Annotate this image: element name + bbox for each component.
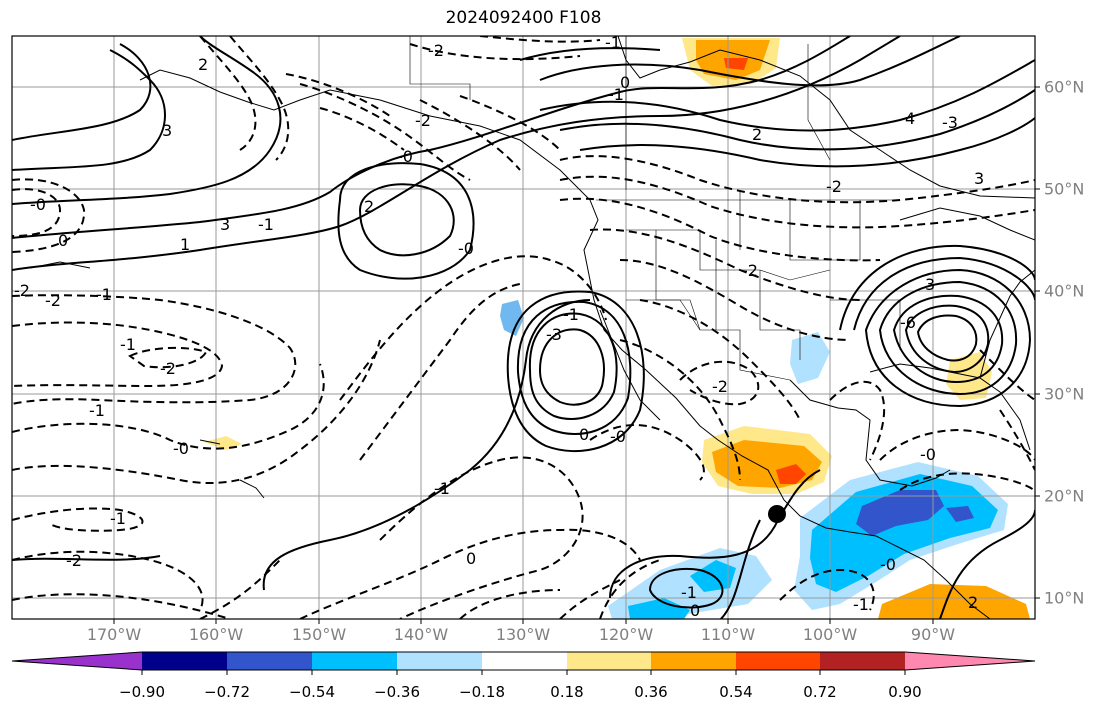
lat-label: 20°N xyxy=(1044,486,1085,506)
colorbar-tick-label: 0.90 xyxy=(888,683,922,701)
contour-label: -0 xyxy=(173,439,189,458)
colorbar-swatch xyxy=(312,652,397,670)
contour-label: -3 xyxy=(546,325,562,344)
dashed-contours xyxy=(12,36,1035,619)
colorbar-swatch xyxy=(397,652,482,670)
shade-positive-south-core xyxy=(888,590,1014,619)
colorbar xyxy=(11,651,1036,675)
contour-label: -1 xyxy=(853,595,869,614)
contour-label: -1 xyxy=(258,215,274,234)
colorbar-swatch xyxy=(905,652,1035,670)
shade-strong-positive-alaska xyxy=(724,58,748,70)
contour-label: -1 xyxy=(605,33,621,52)
contour-label: 2 xyxy=(198,55,208,74)
contour-label: -2 xyxy=(160,359,176,378)
lon-label: 170°W xyxy=(86,625,142,644)
contour-label: -0 xyxy=(397,147,413,166)
contour-label: -1 xyxy=(608,85,624,104)
contour-label: -0 xyxy=(610,427,626,446)
contour-label: 2 xyxy=(752,125,762,144)
colorbar-swatch xyxy=(227,652,312,670)
contour-label: 2 xyxy=(364,197,374,216)
colorbar-swatch xyxy=(482,652,567,670)
lat-label: 40°N xyxy=(1044,281,1085,301)
contour-label: -1 xyxy=(110,509,126,528)
lon-label: 130°W xyxy=(495,625,551,644)
colorbar-tick-label: −0.54 xyxy=(289,683,335,701)
map-title: 2024092400 F108 xyxy=(445,8,602,28)
colorbar-tick-label: −0.72 xyxy=(204,683,250,701)
colorbar-swatch xyxy=(567,652,651,670)
contour-labels: -1 -1 0 -2 -2 -0 0 -1 -0 -2 1 3 2 -1 -2 … xyxy=(14,33,984,620)
contour-label: 1 xyxy=(180,235,190,254)
contour-label: 0 xyxy=(690,601,700,620)
colorbar-swatch xyxy=(820,652,905,670)
colorbar-swatch xyxy=(651,652,736,670)
lon-label: 120°W xyxy=(598,625,654,644)
contour-label: -2 xyxy=(14,281,30,300)
contour-label: -2 xyxy=(826,177,842,196)
contour-label: 4 xyxy=(905,109,915,128)
lat-label: 50°N xyxy=(1044,179,1085,199)
colorbar-tick-label: −0.18 xyxy=(459,683,505,701)
location-marker xyxy=(768,505,786,523)
shade-negative-offshore xyxy=(500,300,524,336)
lon-label: 140°W xyxy=(393,625,449,644)
colorbar-tick-label: −0.36 xyxy=(374,683,420,701)
contour-label: -2 xyxy=(742,261,758,280)
solid-contours xyxy=(12,36,1035,619)
contour-label: -0 xyxy=(30,195,46,214)
shade-strong-negative-caribbean xyxy=(946,506,974,522)
contour-label: -2 xyxy=(45,291,61,310)
contour-label: 0 xyxy=(579,425,589,444)
colorbar-swatch xyxy=(12,652,142,670)
contour-label: -2 xyxy=(428,41,444,60)
lon-label: 100°W xyxy=(802,625,858,644)
shade-strong-positive-mexico xyxy=(776,464,806,484)
contour-label: -1 xyxy=(681,583,697,602)
contour-label: 3 xyxy=(220,215,230,234)
contour-label: -1 xyxy=(434,479,450,498)
lon-label: 160°W xyxy=(188,625,244,644)
lon-label: 110°W xyxy=(700,625,756,644)
contour-label: 2 xyxy=(968,593,978,612)
lon-label: 90°W xyxy=(910,625,956,644)
contour-label: -0 xyxy=(458,239,474,258)
contour-label: -2 xyxy=(415,111,431,130)
contour-label: 3 xyxy=(925,275,935,294)
contour-label: -0 xyxy=(920,445,936,464)
contour-label: -1 xyxy=(96,285,112,304)
shade-strong-negative-central-america xyxy=(856,490,944,536)
lat-label: 30°N xyxy=(1044,384,1085,404)
contour-label: -1 xyxy=(563,305,579,324)
lat-label: 60°N xyxy=(1044,77,1085,97)
shade-negative-pacific-south xyxy=(628,598,690,619)
contour-label: -1 xyxy=(120,335,136,354)
lon-label: 150°W xyxy=(291,625,347,644)
contour-label: 0 xyxy=(620,73,630,92)
colorbar-swatch xyxy=(736,652,820,670)
contour-label: -6 xyxy=(900,313,916,332)
contour-label: 3 xyxy=(974,169,984,188)
contour-label: -3 xyxy=(942,113,958,132)
contour-label: -2 xyxy=(66,551,82,570)
contour-label: -2 xyxy=(712,377,728,396)
colorbar-tick-label: 0.54 xyxy=(719,683,753,701)
contour-label: -0 xyxy=(880,555,896,574)
colorbar-swatch xyxy=(142,652,227,670)
contour-label: 3 xyxy=(162,121,172,140)
colorbar-tick-label: 0.18 xyxy=(550,683,584,701)
shade-negative-central-america xyxy=(810,474,998,592)
colorbar-tick-label: 0.72 xyxy=(803,683,837,701)
colorbar-tick-label: −0.90 xyxy=(119,683,165,701)
contour-label: -1 xyxy=(89,401,105,420)
gridlines xyxy=(12,36,1035,619)
lat-label: 10°N xyxy=(1044,588,1085,608)
contour-label: 0 xyxy=(58,231,68,250)
contour-label: 0 xyxy=(466,549,476,568)
axis-ticks xyxy=(113,86,1040,624)
colorbar-tick-label: 0.36 xyxy=(634,683,668,701)
